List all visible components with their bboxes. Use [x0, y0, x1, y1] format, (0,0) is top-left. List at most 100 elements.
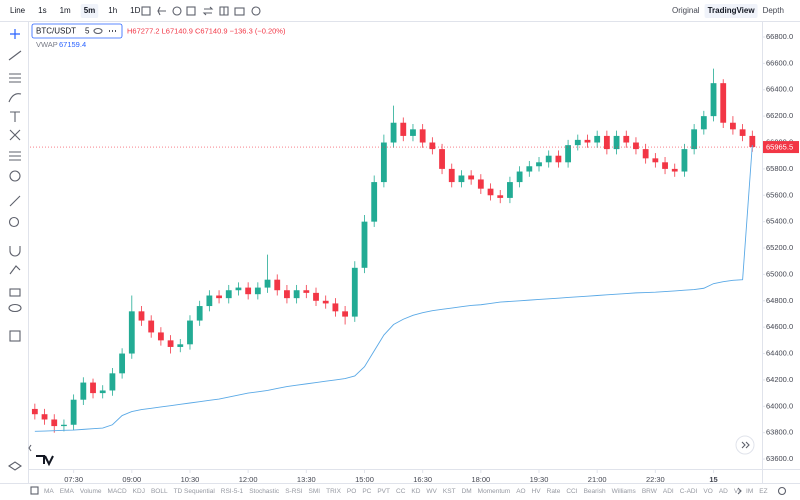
tool-brush[interactable]	[8, 93, 22, 103]
indicator-button[interactable]: Bearish	[584, 488, 606, 495]
indicator-button[interactable]: KD	[411, 488, 420, 495]
indicator-button[interactable]: PC	[362, 488, 371, 495]
icon-template[interactable]	[219, 6, 229, 16]
indicator-button[interactable]: IM	[746, 488, 753, 495]
indicator-button[interactable]: Momentum	[478, 488, 511, 495]
tool-delete[interactable]	[9, 330, 21, 342]
indicator-button[interactable]: WV	[426, 488, 437, 495]
x-tick-label: 18:00	[471, 475, 490, 484]
indicator-button[interactable]: RSI-5-1	[221, 488, 244, 495]
icon-candles[interactable]	[141, 6, 151, 16]
indicator-button[interactable]: BRW	[642, 488, 658, 495]
indicator-button[interactable]: ADI	[663, 488, 674, 495]
indicator-button[interactable]: Volume	[80, 488, 102, 495]
tool-fib[interactable]	[9, 73, 21, 83]
indicator-button[interactable]: PVT	[377, 488, 390, 495]
indicators-next[interactable]	[737, 487, 742, 495]
icon-compare[interactable]	[202, 6, 214, 16]
candle-body	[691, 129, 698, 150]
y-tick-label: 66200.0	[766, 111, 793, 120]
scroll-left[interactable]	[28, 444, 32, 452]
tool-pattern[interactable]	[9, 129, 21, 141]
calendar-icon[interactable]	[30, 486, 39, 495]
indicator-button[interactable]: HV	[532, 488, 542, 495]
tv-logo	[36, 455, 54, 467]
candle-body	[594, 135, 601, 143]
candle-body	[439, 149, 445, 169]
tool-magnet[interactable]	[9, 246, 21, 257]
indicator-button[interactable]: Williams	[612, 488, 637, 495]
indicator-button[interactable]: TD Sequential	[174, 488, 216, 495]
timeframe-button[interactable]: 5m	[84, 6, 96, 15]
candle-body	[80, 382, 87, 400]
timeframe-button[interactable]: 1h	[108, 6, 117, 15]
icon-layout[interactable]	[186, 6, 196, 16]
indicator-button[interactable]: CCI	[566, 488, 577, 495]
indicator-button[interactable]: C-ADI	[680, 488, 698, 495]
indicator-button[interactable]: SMI	[309, 488, 321, 495]
indicator-button[interactable]: KST	[443, 488, 456, 495]
indicator-button[interactable]: BOLL	[151, 488, 168, 495]
y-tick-label: 64200.0	[766, 375, 793, 384]
tool-prediction[interactable]	[9, 151, 21, 161]
top-icons[interactable]	[141, 6, 261, 16]
candle-body	[526, 166, 533, 172]
indicator-button[interactable]: MA	[44, 488, 54, 495]
indicator-button[interactable]: EMA	[60, 488, 75, 495]
view-button[interactable]: Original	[672, 6, 700, 15]
icon-settings[interactable]	[172, 6, 182, 16]
symbol-box[interactable]	[31, 23, 123, 39]
tool-text[interactable]	[10, 111, 20, 122]
indicator-button[interactable]: S-RSI	[285, 488, 303, 495]
indicator-button[interactable]: VI	[734, 488, 740, 495]
indicator-button[interactable]: DM	[462, 488, 472, 495]
tool-ruler[interactable]	[9, 195, 21, 207]
candle-body	[235, 287, 242, 291]
timeframe-button[interactable]: Line	[10, 6, 26, 15]
timeframe-button[interactable]: 1D	[130, 6, 140, 15]
indicator-button[interactable]: PO	[347, 488, 356, 495]
tool-emoji[interactable]	[9, 170, 21, 182]
candle-body	[177, 344, 184, 347]
indicator-button[interactable]: AO	[516, 488, 525, 495]
view-button[interactable]: TradingView	[708, 6, 756, 15]
icon-screenshot[interactable]	[234, 7, 245, 16]
candle-body	[119, 353, 126, 374]
indicator-button[interactable]: KDJ	[133, 488, 145, 495]
tool-zoom[interactable]	[8, 216, 20, 228]
left-toolbar[interactable]	[8, 29, 22, 471]
tool-visibility[interactable]	[8, 303, 22, 313]
x-tick-label: 16:30	[413, 475, 432, 484]
timeframe-button[interactable]: 1s	[38, 6, 46, 15]
candle-body	[429, 142, 436, 150]
candle-body	[477, 179, 484, 189]
icon-indicators[interactable]	[157, 6, 166, 16]
indicator-button[interactable]: EZ	[759, 488, 767, 495]
icon-reset[interactable]	[251, 6, 261, 16]
indicator-button[interactable]: MACD	[108, 488, 127, 495]
indicator-button[interactable]: AD	[719, 488, 728, 495]
candle-body	[264, 279, 271, 288]
candle-body	[574, 139, 581, 146]
tool-crosshair[interactable]	[10, 29, 20, 39]
settings-gear[interactable]	[777, 486, 787, 496]
x-tick-label: 13:30	[297, 475, 316, 484]
tool-layers[interactable]	[8, 461, 22, 471]
candle-body	[681, 149, 688, 172]
tool-lock[interactable]	[9, 288, 21, 297]
tool-trendline[interactable]	[8, 50, 22, 61]
indicator-button[interactable]: TRIX	[326, 488, 341, 495]
candle-body	[458, 175, 465, 183]
eye-icon[interactable]	[93, 27, 103, 35]
candle-body	[51, 419, 58, 427]
indicator-button[interactable]: Rate	[547, 488, 561, 495]
indicator-button[interactable]: Stochastic	[249, 488, 280, 495]
candle-body	[293, 290, 300, 299]
candle-body	[187, 320, 193, 345]
indicator-button[interactable]: VO	[703, 488, 712, 495]
timeframe-button[interactable]: 1m	[60, 6, 71, 15]
indicator-button[interactable]: CC	[396, 488, 406, 495]
tool-lock-drawing[interactable]	[9, 265, 21, 275]
view-button[interactable]: Depth	[763, 6, 784, 15]
